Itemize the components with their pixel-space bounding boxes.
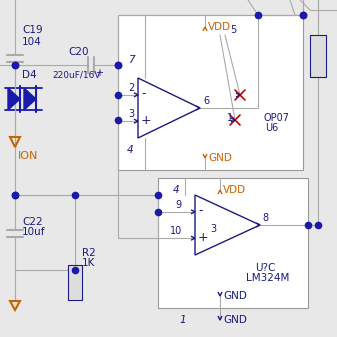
Bar [310,35,326,77]
Text: 10: 10 [170,226,182,236]
Text: U?C: U?C [255,263,275,273]
Text: 3: 3 [210,224,216,234]
Text: D4: D4 [22,70,37,80]
Text: C22: C22 [22,217,42,227]
Text: 2: 2 [128,83,134,93]
Text: GND: GND [223,315,247,325]
Text: 7: 7 [128,55,134,65]
Text: 6: 6 [203,96,209,106]
Text: OP07: OP07 [263,113,289,123]
Text: +: + [141,114,152,127]
Text: 1: 1 [180,315,187,325]
Text: +: + [95,68,103,78]
Polygon shape [138,78,200,138]
Text: 220uF/16V: 220uF/16V [52,70,100,80]
Text: 9: 9 [175,200,181,210]
Polygon shape [24,88,36,110]
Text: 3: 3 [128,109,134,119]
Bar [68,265,82,300]
Text: ION: ION [18,151,38,161]
Text: GND: GND [223,291,247,301]
Text: R2: R2 [82,248,96,258]
Text: 1: 1 [227,113,233,123]
Text: 4: 4 [127,145,134,155]
Text: LM324M: LM324M [246,273,289,283]
Text: 4: 4 [173,185,180,195]
Text: VDD: VDD [223,185,246,195]
Text: +: + [198,231,209,244]
Text: 5: 5 [230,25,236,35]
Text: 104: 104 [22,37,42,47]
Bar [118,15,303,170]
Text: GND: GND [208,153,232,163]
Text: -: - [141,87,146,100]
Text: 10uf: 10uf [22,227,45,237]
Polygon shape [195,195,260,255]
Text: 1K: 1K [82,258,95,268]
Bar [158,178,308,308]
Polygon shape [8,88,20,110]
Text: 8: 8 [262,213,268,223]
Text: U6: U6 [265,123,278,133]
Text: C20: C20 [68,47,89,57]
Text: C19: C19 [22,25,42,35]
Text: VDD: VDD [208,22,231,32]
Text: -: - [198,204,203,217]
